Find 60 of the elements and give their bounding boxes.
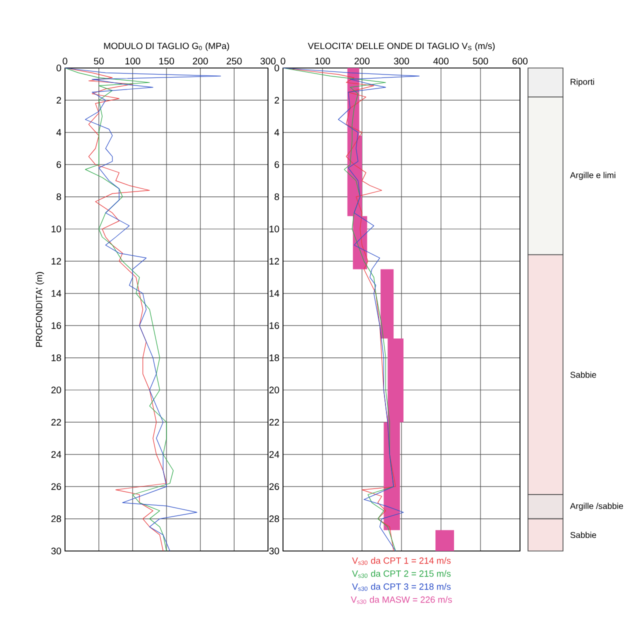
text: V$_{s30}$ da CPT 2 = 215 m/s: [352, 570, 451, 578]
y-tick-label: 22: [269, 418, 279, 426]
y-tick-label: 4: [56, 129, 62, 136]
x-axis-title: VELOCITA' DELLE ONDE DI TAGLIO V$_{S}$ (m/s): [308, 42, 495, 51]
y-tick-label: 18: [270, 354, 280, 362]
y-tick-label: 30: [51, 548, 62, 554]
series-label: Argille /sabbie: [570, 502, 624, 511]
x-tick-label: 500: [472, 58, 488, 64]
y-tick-label: 26: [269, 483, 280, 490]
series-label: Sabbie: [570, 372, 596, 378]
y-axis-title: PROFONDITA' (m): [36, 272, 44, 347]
y-tick-label: 20: [269, 386, 280, 394]
y-tick-label: 14: [270, 290, 280, 297]
x-tick-label: 600: [512, 58, 528, 64]
y-tick-label: 4: [274, 129, 280, 136]
y-tick-label: 18: [52, 354, 62, 362]
y-tick-label: 24: [51, 451, 62, 458]
y-tick-label: 26: [51, 483, 62, 490]
y-tick-label: 30: [269, 548, 280, 554]
x-tick-label: 150: [159, 58, 174, 64]
series-label: Riporti: [570, 78, 594, 86]
y-tick-label: 24: [269, 451, 280, 458]
x-tick-label: 0: [280, 58, 286, 64]
series-label: Sabbie: [570, 532, 596, 538]
x-tick-label: 300: [260, 58, 276, 64]
text: V$_{s30}$ da MASW = 226 m/s: [350, 596, 452, 604]
y-tick-label: 10: [52, 226, 62, 232]
y-tick-label: 2: [56, 96, 62, 104]
y-tick-label: 14: [52, 290, 62, 297]
series-label: Argille e limi: [570, 172, 616, 180]
series-label: V$_{s30}$ da CPT 1 = 214 m/s: [352, 557, 451, 565]
y-tick-label: 8: [274, 193, 280, 200]
y-tick-label: 28: [269, 515, 280, 522]
x-tick-label: 100: [315, 58, 330, 64]
y-tick-label: 2: [274, 96, 279, 104]
x-tick-label: 300: [394, 58, 410, 64]
y-tick-label: 6: [56, 161, 62, 168]
line-series: [64, 68, 221, 552]
x-axis-title: MODULO DI TAGLIO G$_{0}$ (MPa): [104, 42, 230, 51]
line-series: [282, 68, 420, 552]
y-tick-label: 28: [51, 515, 62, 522]
x-tick-label: 200: [192, 58, 208, 64]
y-tick-label: 16: [52, 322, 62, 329]
y-tick-label: 12: [270, 258, 279, 265]
x-tick-label: 400: [433, 58, 449, 64]
y-tick-label: 6: [274, 161, 280, 168]
y-tick-label: 10: [270, 226, 280, 232]
y-tick-label: 0: [56, 64, 62, 72]
text: V$_{s30}$ da CPT 3 = 218 m/s: [352, 583, 451, 591]
y-tick-label: 12: [52, 258, 61, 265]
x-tick-label: 0: [62, 58, 68, 64]
y-tick-label: 8: [56, 193, 62, 200]
y-tick-label: 20: [51, 386, 62, 394]
y-tick-label: 22: [51, 418, 61, 426]
y-tick-label: 16: [270, 322, 280, 329]
x-tick-label: 100: [125, 58, 140, 64]
x-tick-label: 50: [94, 58, 104, 64]
x-tick-label: 250: [226, 58, 242, 64]
x-tick-label: 200: [354, 58, 370, 64]
y-tick-label: 0: [274, 64, 280, 72]
